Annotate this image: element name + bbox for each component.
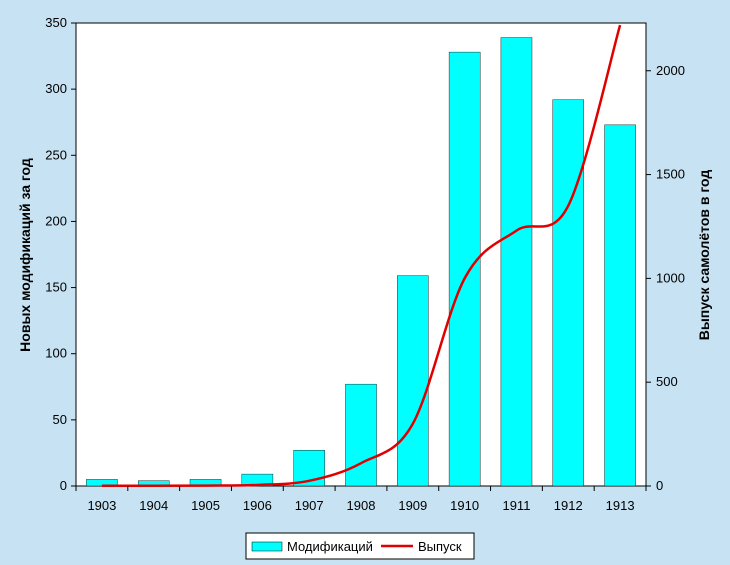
y-right-tick-label: 0: [656, 478, 663, 493]
y-left-tick-label: 0: [60, 478, 67, 493]
bar-1911: [500, 37, 533, 487]
output-line: [101, 24, 622, 488]
bar-1908: [345, 383, 377, 487]
x-tick-label-1904: 1904: [139, 498, 168, 513]
bar-1909: [397, 275, 429, 487]
y-axis-left-title: Новых модификаций за год: [17, 158, 33, 352]
x-tick-label-1905: 1905: [191, 498, 220, 513]
x-tick-label-1912: 1912: [554, 498, 583, 513]
bar-1913: [604, 124, 636, 487]
y-left-tick-label: 150: [45, 280, 67, 295]
x-tick-label-1910: 1910: [450, 498, 479, 513]
x-tick-label-1907: 1907: [295, 498, 324, 513]
bar-series-modifications: [86, 37, 636, 487]
y-left-tick-label: 200: [45, 213, 67, 228]
x-tick-label-1909: 1909: [398, 498, 427, 513]
x-tick-label-1906: 1906: [243, 498, 272, 513]
y-left-tick-label: 250: [45, 147, 67, 162]
y-right-tick-label: 2000: [656, 63, 685, 78]
y-left-tick-label: 50: [53, 412, 67, 427]
y-left-tick-label: 350: [45, 15, 67, 30]
x-tick-label-1908: 1908: [347, 498, 376, 513]
line-series-output: [101, 24, 622, 488]
y-right-tick-label: 500: [656, 374, 678, 389]
legend: Модификаций Выпуск: [245, 532, 475, 560]
y-left-tick-label: 300: [45, 81, 67, 96]
y-axis-right-title: Выпуск самолётов в год: [696, 170, 712, 341]
x-tick-label-1903: 1903: [87, 498, 116, 513]
axes: 0 50 100 150 200 250 300 350 0 500 1000 1500 2000 190…: [45, 15, 685, 513]
y-left-tick-label: 100: [45, 346, 67, 361]
y-right-tick-label: 1500: [656, 167, 685, 182]
legend-swatch-modifications: [251, 541, 283, 552]
x-tick-label-1913: 1913: [606, 498, 635, 513]
bar-1912: [552, 99, 585, 487]
legend-box: [245, 532, 475, 560]
y-right-tick-label: 1000: [656, 270, 685, 285]
legend-label-output: Выпуск: [418, 539, 462, 554]
legend-label-modifications: Модификаций: [287, 539, 373, 554]
x-tick-label-1911: 1911: [502, 498, 530, 513]
bar-1910: [448, 51, 481, 487]
